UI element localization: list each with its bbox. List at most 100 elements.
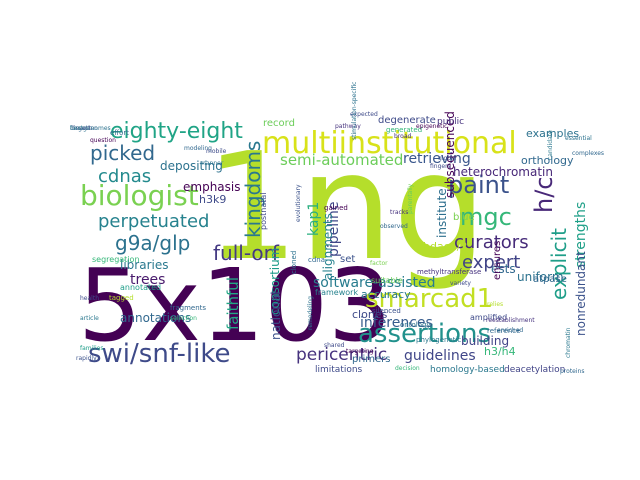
word-88: families (80, 345, 103, 352)
word-34: libraries (120, 258, 168, 272)
word-116: forgotten (70, 125, 98, 132)
word-7: eighty-eight (110, 119, 243, 144)
word-112: variety (450, 280, 471, 287)
word-15: full-orf (213, 241, 280, 265)
word-16: explicit (547, 228, 571, 300)
word-59: atpase (533, 274, 567, 285)
word-28: kap1 (306, 202, 322, 236)
word-45: h3/h4 (484, 345, 516, 358)
word-33: annotations (120, 311, 191, 325)
word-22: software-assisted (313, 275, 436, 291)
word-17: curators (454, 232, 529, 253)
word-26: trees (130, 272, 165, 288)
word-53: degenerate (378, 115, 436, 126)
word-44: hdac1/2 (423, 240, 467, 253)
word-93: factor (370, 260, 388, 267)
word-18: expert (462, 252, 520, 273)
word-62: deacetylation (504, 365, 565, 375)
word-84: question (90, 137, 116, 144)
word-118: best (70, 125, 84, 132)
word-96: epigenetic (416, 123, 447, 130)
word-97: enriched (497, 327, 523, 334)
word-109: targeting (346, 348, 374, 355)
word-85: health (80, 295, 99, 302)
word-99: fingers (430, 163, 451, 170)
word-114: tracks (390, 209, 408, 216)
word-110: chromatin (565, 327, 572, 358)
word-68: cloned (290, 251, 298, 274)
word-73: fragments (170, 304, 206, 312)
word-65: annotated (120, 283, 161, 292)
word-67: postnatal (259, 192, 268, 230)
word-8: paint (448, 171, 509, 199)
word-43: ests (491, 262, 516, 276)
word-35: emphasis (183, 180, 241, 194)
word-5: swi/snf-like (88, 339, 231, 369)
word-24: guidelines (404, 348, 476, 364)
word-90: modeling (184, 145, 212, 152)
word-12: kingdoms (241, 141, 265, 238)
word-57: blue (453, 212, 475, 223)
word-75: phylogenetic (416, 336, 461, 344)
word-13: g9a/glp (115, 231, 190, 255)
word-107: remodeling (307, 296, 314, 330)
word-20: cdnas (98, 166, 151, 187)
word-56: set (340, 254, 355, 265)
word-30: institute (435, 188, 449, 238)
word-31: strengths (573, 202, 589, 268)
word-100: essential (565, 135, 592, 142)
word-111: proteins (560, 368, 584, 375)
word-40: national (269, 291, 283, 340)
word-103: reestablishment (486, 317, 535, 324)
word-10: mgc (460, 203, 512, 231)
word-78: reference (487, 327, 520, 335)
word-76: amplified (470, 313, 507, 322)
word-11: picked (90, 141, 155, 165)
word-14: perpetuated (98, 211, 209, 232)
word-25: retrieving (403, 151, 471, 167)
word-74: silenced (372, 307, 401, 315)
word-9: h/c (530, 177, 558, 214)
word-47: accuracy (361, 288, 411, 301)
word-82: genomes (83, 125, 111, 132)
word-3: biologist (80, 179, 199, 212)
word-77: ontology (400, 321, 431, 329)
word-94: broad (394, 133, 411, 140)
word-72: methyltransferase (417, 268, 481, 276)
word-69: gained (324, 204, 348, 212)
word-105: evolutionary (295, 184, 302, 222)
word-36: depositing (160, 159, 223, 173)
word-2: multiinstitutional (262, 126, 517, 161)
word-58: ensures (492, 241, 503, 280)
word-102: relies (487, 301, 503, 308)
word-38: consortium (268, 248, 282, 315)
word-48: heterochromatin (453, 165, 553, 179)
word-0: 1ng (205, 121, 487, 293)
word-95: global (438, 155, 457, 162)
word-46: clones (352, 308, 388, 321)
word-83: effort (110, 129, 129, 137)
word-23: inferences (360, 315, 433, 331)
word-113: decision (395, 365, 420, 372)
word-41: building (461, 334, 509, 348)
word-101: complexes (572, 150, 604, 157)
word-52: record (263, 118, 295, 129)
word-91: mobile (206, 148, 227, 155)
word-54: public (437, 117, 464, 127)
word-86: article (80, 315, 99, 322)
word-4: assertions (358, 319, 491, 349)
word-32: nonredundant (574, 251, 588, 336)
word-29: pipeline (326, 201, 342, 257)
word-66: cdna (308, 256, 325, 264)
word-80: expected (350, 111, 378, 118)
word-49: subsequenced (443, 111, 457, 198)
word-50: orthology (521, 154, 574, 167)
word-6: smarcad1 (365, 284, 493, 314)
word-51: examples (526, 127, 579, 140)
word-21: pericentric (296, 345, 387, 365)
word-79: generated (386, 126, 422, 134)
word-81: pathway (335, 123, 361, 130)
word-115: stimulation-specific (351, 82, 358, 140)
word-108: shared (324, 342, 345, 349)
